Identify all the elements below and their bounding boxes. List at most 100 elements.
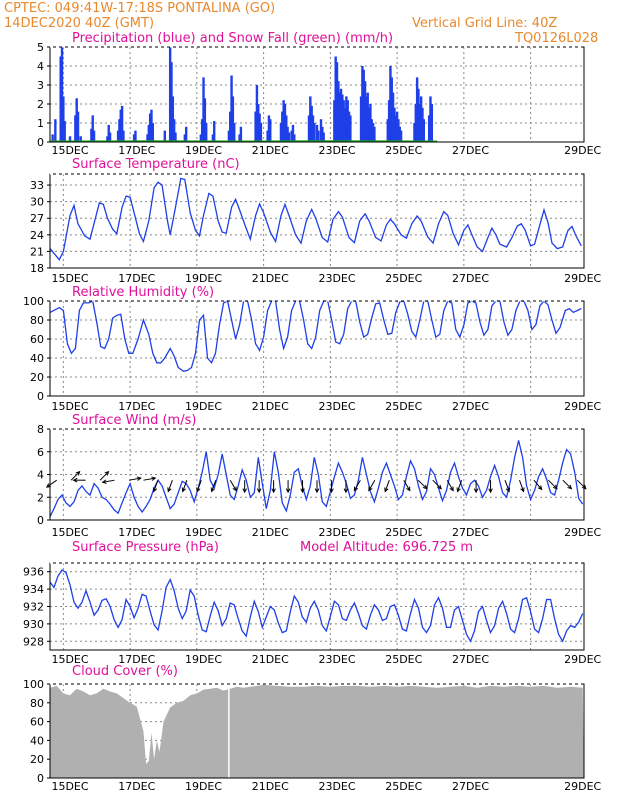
wind-arrow bbox=[446, 479, 454, 491]
precip-bar bbox=[335, 62, 339, 143]
temp-ytick: 30 bbox=[30, 196, 44, 209]
cloud-ytick: 20 bbox=[30, 753, 44, 766]
wind-arrow bbox=[504, 480, 510, 492]
wind-arrow-head bbox=[45, 483, 51, 488]
wind-arrow-head bbox=[167, 487, 172, 493]
wind-xtick: 19DEC bbox=[185, 526, 222, 539]
pressure-ytick: 930 bbox=[23, 618, 44, 631]
precip-xtick: 21DEC bbox=[252, 144, 289, 157]
temp-xtick: 27DEC bbox=[452, 272, 489, 285]
precip-title: Precipitation (blue) and Snow Fall (gree… bbox=[72, 31, 393, 46]
wind-arrow-head bbox=[314, 488, 320, 494]
wind-ytick: 2 bbox=[37, 491, 44, 504]
precip-bar bbox=[293, 134, 296, 142]
precip-bar bbox=[390, 77, 393, 142]
cloud-xtick: 27DEC bbox=[452, 780, 489, 793]
precip-bar bbox=[389, 66, 392, 142]
humidity-xtick: 29DEC bbox=[564, 400, 601, 413]
precip-bar bbox=[395, 111, 399, 142]
pressure-xtick: 27DEC bbox=[452, 653, 489, 666]
precip-bar bbox=[361, 66, 364, 142]
precip-bar bbox=[174, 132, 177, 142]
precip-bar bbox=[339, 88, 343, 142]
wind-arrow-head bbox=[368, 486, 373, 492]
pressure-title: Surface Pressure (hPa) bbox=[72, 540, 219, 555]
precip-bar bbox=[347, 111, 351, 142]
wind-arrow bbox=[519, 480, 525, 492]
cloud-ytick: 40 bbox=[30, 734, 44, 747]
precip-bar bbox=[92, 130, 96, 142]
wind-arrow-head bbox=[456, 487, 461, 493]
wind-arrow bbox=[182, 480, 188, 492]
precip-bar bbox=[227, 130, 231, 142]
precip-bar bbox=[75, 98, 78, 142]
cloud-ytick: 80 bbox=[30, 697, 44, 710]
precip-bar bbox=[172, 119, 176, 142]
precip-bar bbox=[333, 100, 336, 142]
cloud-xtick: 15DEC bbox=[51, 780, 88, 793]
precip-bar bbox=[107, 124, 110, 142]
precip-bar bbox=[427, 115, 431, 142]
cloud-ytick: 0 bbox=[37, 772, 44, 785]
wind-arrow bbox=[562, 479, 572, 490]
precip-bar bbox=[79, 136, 82, 142]
precip-bar bbox=[258, 113, 261, 142]
precip-bar bbox=[59, 56, 62, 142]
precip-bar bbox=[170, 62, 173, 143]
precip-bar bbox=[269, 119, 272, 142]
humidity-ytick: 0 bbox=[37, 390, 44, 403]
precip-bar bbox=[419, 96, 423, 142]
wind-arrow-head bbox=[285, 488, 291, 494]
pressure-xtick: 25DEC bbox=[385, 653, 422, 666]
temp-xtick: 23DEC bbox=[318, 272, 355, 285]
wind-arrow-head bbox=[329, 488, 334, 494]
precip-bar bbox=[238, 134, 241, 142]
precip-bar bbox=[417, 88, 420, 142]
pressure-xtick: 17DEC bbox=[118, 653, 155, 666]
precip-bar bbox=[398, 126, 401, 142]
wind-arrow-head bbox=[232, 486, 237, 492]
wind-ytick: 8 bbox=[37, 423, 44, 436]
temp-ytick: 33 bbox=[30, 179, 44, 192]
precip-bar bbox=[413, 123, 416, 142]
precip-bar bbox=[285, 115, 288, 142]
humidity-ytick: 60 bbox=[30, 333, 44, 346]
wind-arrow-head bbox=[152, 487, 158, 493]
precip-bar bbox=[259, 123, 263, 142]
precip-bar bbox=[60, 47, 64, 142]
precip-bar bbox=[422, 119, 425, 142]
precip-bar bbox=[418, 104, 421, 142]
precip-bar bbox=[63, 121, 66, 142]
cloud-title: Cloud Cover (%) bbox=[72, 664, 178, 679]
wind-arrow bbox=[368, 479, 376, 491]
precip-bar bbox=[393, 107, 396, 142]
wind-arrow bbox=[167, 480, 173, 492]
precip-bar bbox=[171, 96, 175, 142]
pressure-ytick: 932 bbox=[23, 601, 44, 614]
precip-bar bbox=[430, 104, 434, 142]
precip-bar bbox=[106, 136, 109, 142]
precip-bar bbox=[266, 130, 269, 142]
wind-arrow bbox=[576, 479, 587, 490]
precip-bar bbox=[230, 75, 233, 142]
wind-arrow bbox=[46, 479, 57, 488]
temp-line bbox=[49, 177, 582, 261]
wind-arrow-head bbox=[271, 488, 276, 494]
precip-bar bbox=[415, 77, 419, 142]
pressure-xtick: 15DEC bbox=[51, 653, 88, 666]
humidity-xtick: 23DEC bbox=[318, 400, 355, 413]
wind-arrow-head bbox=[473, 488, 479, 494]
humidity-ytick: 100 bbox=[23, 295, 44, 308]
wind-arrow bbox=[457, 480, 463, 492]
precip-bar bbox=[343, 107, 347, 142]
wind-ytick: 0 bbox=[37, 514, 44, 527]
precip-bar bbox=[322, 132, 325, 142]
precip-bar bbox=[168, 47, 172, 142]
precip-bar bbox=[254, 111, 257, 142]
precip-bar bbox=[321, 126, 324, 142]
wind-title: Surface Wind (m/s) bbox=[72, 413, 196, 428]
precip-bar bbox=[255, 85, 259, 142]
precip-bar bbox=[359, 96, 363, 142]
temp-xtick: 25DEC bbox=[385, 272, 422, 285]
